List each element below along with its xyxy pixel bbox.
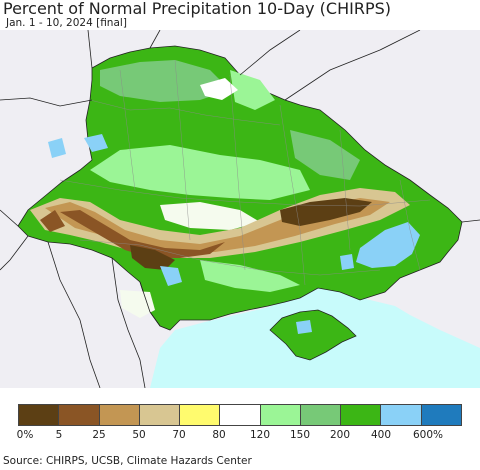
legend-swatch bbox=[381, 405, 422, 425]
legend-label: 70 bbox=[172, 429, 186, 441]
legend-swatch bbox=[180, 405, 221, 425]
patch-light-green bbox=[100, 60, 230, 102]
wet-patch-south bbox=[160, 266, 182, 286]
legend-swatch bbox=[139, 405, 181, 425]
wet-patch-west bbox=[48, 138, 66, 158]
patch-pale-green bbox=[90, 145, 310, 200]
wet-patch-east-2 bbox=[340, 254, 354, 270]
legend-label: 0% bbox=[16, 429, 34, 441]
legend-swatch bbox=[300, 405, 342, 425]
legend-label: 120 bbox=[249, 429, 271, 441]
wet-patch-north bbox=[84, 134, 108, 152]
country-borders bbox=[0, 30, 480, 388]
patch-light-green-2 bbox=[290, 130, 360, 180]
legend-label: 5 bbox=[55, 429, 63, 441]
legend-swatch bbox=[421, 405, 461, 425]
wet-patch-east bbox=[356, 222, 420, 268]
patch-white-3 bbox=[120, 290, 155, 318]
legend-swatch bbox=[19, 405, 60, 425]
source-credit: Source: CHIRPS, UCSB, Climate Hazards Ce… bbox=[3, 455, 252, 467]
patch-white-2 bbox=[160, 202, 260, 230]
dry-core-3 bbox=[40, 210, 65, 232]
map-title: Percent of Normal Precipitation 10-Day (… bbox=[3, 0, 392, 18]
legend-label: 50 bbox=[132, 429, 146, 441]
patch-white bbox=[200, 78, 238, 100]
patch-pale-green-2 bbox=[230, 70, 275, 110]
precipitation-map bbox=[0, 30, 480, 388]
legend-swatch bbox=[99, 405, 140, 425]
legend-label: 600% bbox=[412, 429, 444, 441]
dry-band-mid bbox=[45, 198, 390, 252]
wet-patch-crimea bbox=[296, 320, 312, 334]
legend-swatch bbox=[260, 405, 301, 425]
legend-label: 200 bbox=[329, 429, 351, 441]
legend-label: 80 bbox=[212, 429, 226, 441]
map-canvas bbox=[0, 30, 480, 388]
legend-label: 400 bbox=[370, 429, 392, 441]
legend-swatch bbox=[341, 405, 382, 425]
legend-swatch bbox=[59, 405, 100, 425]
dry-core-2 bbox=[130, 245, 175, 270]
color-legend bbox=[18, 404, 462, 426]
legend-label: 150 bbox=[289, 429, 311, 441]
map-subtitle: Jan. 1 - 10, 2024 [final] bbox=[6, 17, 127, 29]
patch-pale-green-3 bbox=[200, 260, 300, 292]
oblast-boundaries bbox=[59, 59, 431, 286]
legend-label: 25 bbox=[92, 429, 106, 441]
legend-swatch bbox=[220, 405, 261, 425]
crimea bbox=[269, 309, 357, 361]
legend-labels: 0% 5 25 50 70 80 120 150 200 400 600% bbox=[0, 429, 480, 443]
